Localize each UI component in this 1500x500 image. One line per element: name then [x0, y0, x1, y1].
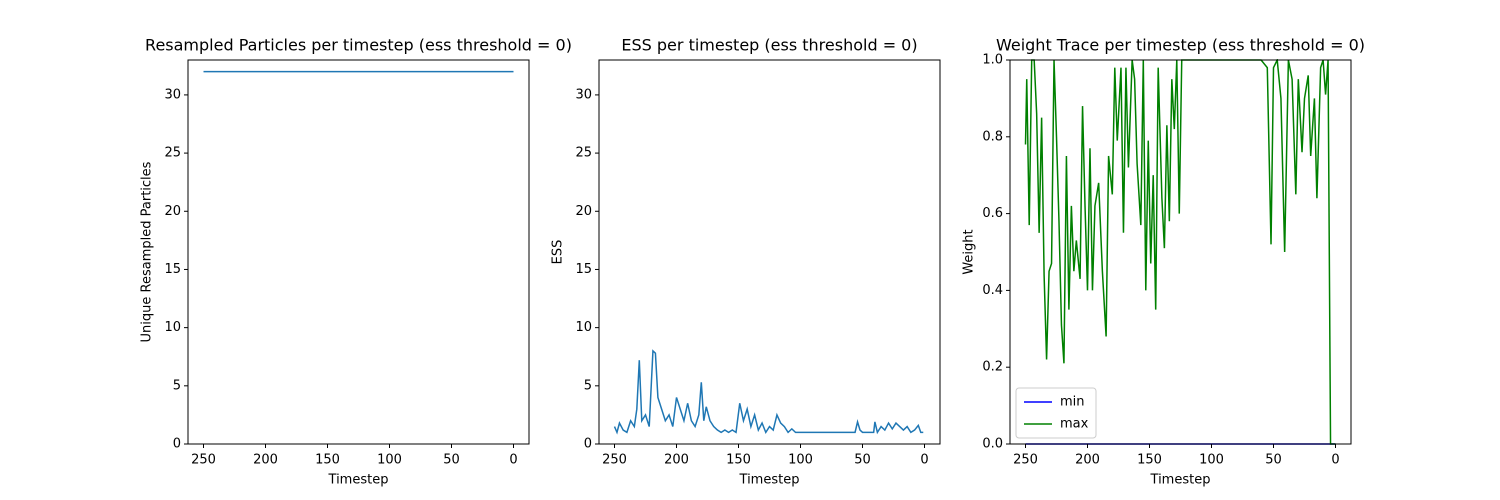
- y-tick-label: 0: [173, 437, 181, 452]
- y-tick-label: 20: [164, 204, 181, 219]
- y-axis-label: Unique Resampled Particles: [140, 161, 155, 342]
- chart-title: ESS per timestep (ess threshold = 0): [621, 36, 917, 55]
- y-tick-label: 15: [575, 262, 592, 277]
- x-tick-label: 150: [315, 453, 340, 468]
- x-tick-label: 200: [253, 453, 278, 468]
- x-axis-label: Timestep: [328, 473, 389, 488]
- y-tick-label: 25: [164, 146, 181, 161]
- subplot: 250 200 150 100 50 0 0 5 10 15 20 25 30 Resampled Par…: [140, 36, 572, 488]
- x-tick-label: 0: [920, 453, 928, 468]
- x-tick-label: 0: [509, 453, 517, 468]
- plot-area: [613, 349, 924, 435]
- y-tick-label: 30: [575, 87, 592, 102]
- axes-frame: [1009, 59, 1352, 445]
- plot-area: [1024, 59, 1336, 445]
- y-tick-label: 0.8: [982, 129, 1003, 144]
- chart-title: Resampled Particles per timestep (ess th…: [145, 36, 572, 55]
- x-tick-label: 100: [788, 453, 813, 468]
- y-tick-label: 0.4: [982, 283, 1003, 298]
- series-line: [613, 349, 924, 435]
- y-tick-label: 1.0: [982, 53, 1003, 68]
- y-tick-label: 15: [164, 262, 181, 277]
- y-tick-label: 0.6: [982, 206, 1003, 221]
- x-tick-label: 50: [443, 453, 460, 468]
- x-tick-label: 200: [664, 453, 689, 468]
- y-axis-label: ESS: [551, 240, 566, 265]
- x-tick-label: 250: [1013, 453, 1038, 468]
- y-tick-label: 25: [575, 146, 592, 161]
- x-tick-label: 150: [726, 453, 751, 468]
- y-tick-label: 20: [575, 204, 592, 219]
- subplot: 250 200 150 100 50 0 0 5 10 15 20 25 30 ESS per times…: [551, 36, 941, 488]
- y-tick-label: 0: [584, 437, 592, 452]
- x-tick-label: 250: [602, 453, 627, 468]
- chart-title: Weight Trace per timestep (ess threshold…: [996, 36, 1365, 55]
- y-tick-label: 10: [164, 320, 181, 335]
- x-tick-label: 100: [377, 453, 402, 468]
- x-axis-label: Timestep: [1150, 473, 1211, 488]
- y-tick-label: 0.0: [982, 437, 1003, 452]
- x-tick-label: 100: [1199, 453, 1224, 468]
- x-tick-label: 200: [1075, 453, 1100, 468]
- y-tick-label: 0.2: [982, 360, 1003, 375]
- x-tick-label: 50: [854, 453, 871, 468]
- y-tick-label: 5: [584, 378, 592, 393]
- x-tick-label: 250: [191, 453, 216, 468]
- axes-frame: [187, 59, 530, 445]
- series-line: [1024, 59, 1336, 445]
- y-tick-label: 10: [575, 320, 592, 335]
- legend-label: min: [1060, 395, 1085, 410]
- y-axis-label: Weight: [962, 229, 977, 274]
- subplot: 250 200 150 100 50 0 0.0 0.2 0.4 0.6 0.8 1.0Weight …: [962, 36, 1366, 488]
- x-tick-label: 0: [1331, 453, 1339, 468]
- y-tick-label: 5: [173, 378, 181, 393]
- y-tick-label: 30: [164, 87, 181, 102]
- legend-box: [1015, 387, 1097, 439]
- axes-frame: [598, 59, 941, 445]
- legend-label: max: [1060, 417, 1089, 432]
- x-axis-label: Timestep: [739, 473, 800, 488]
- x-tick-label: 50: [1265, 453, 1282, 468]
- x-tick-label: 150: [1137, 453, 1162, 468]
